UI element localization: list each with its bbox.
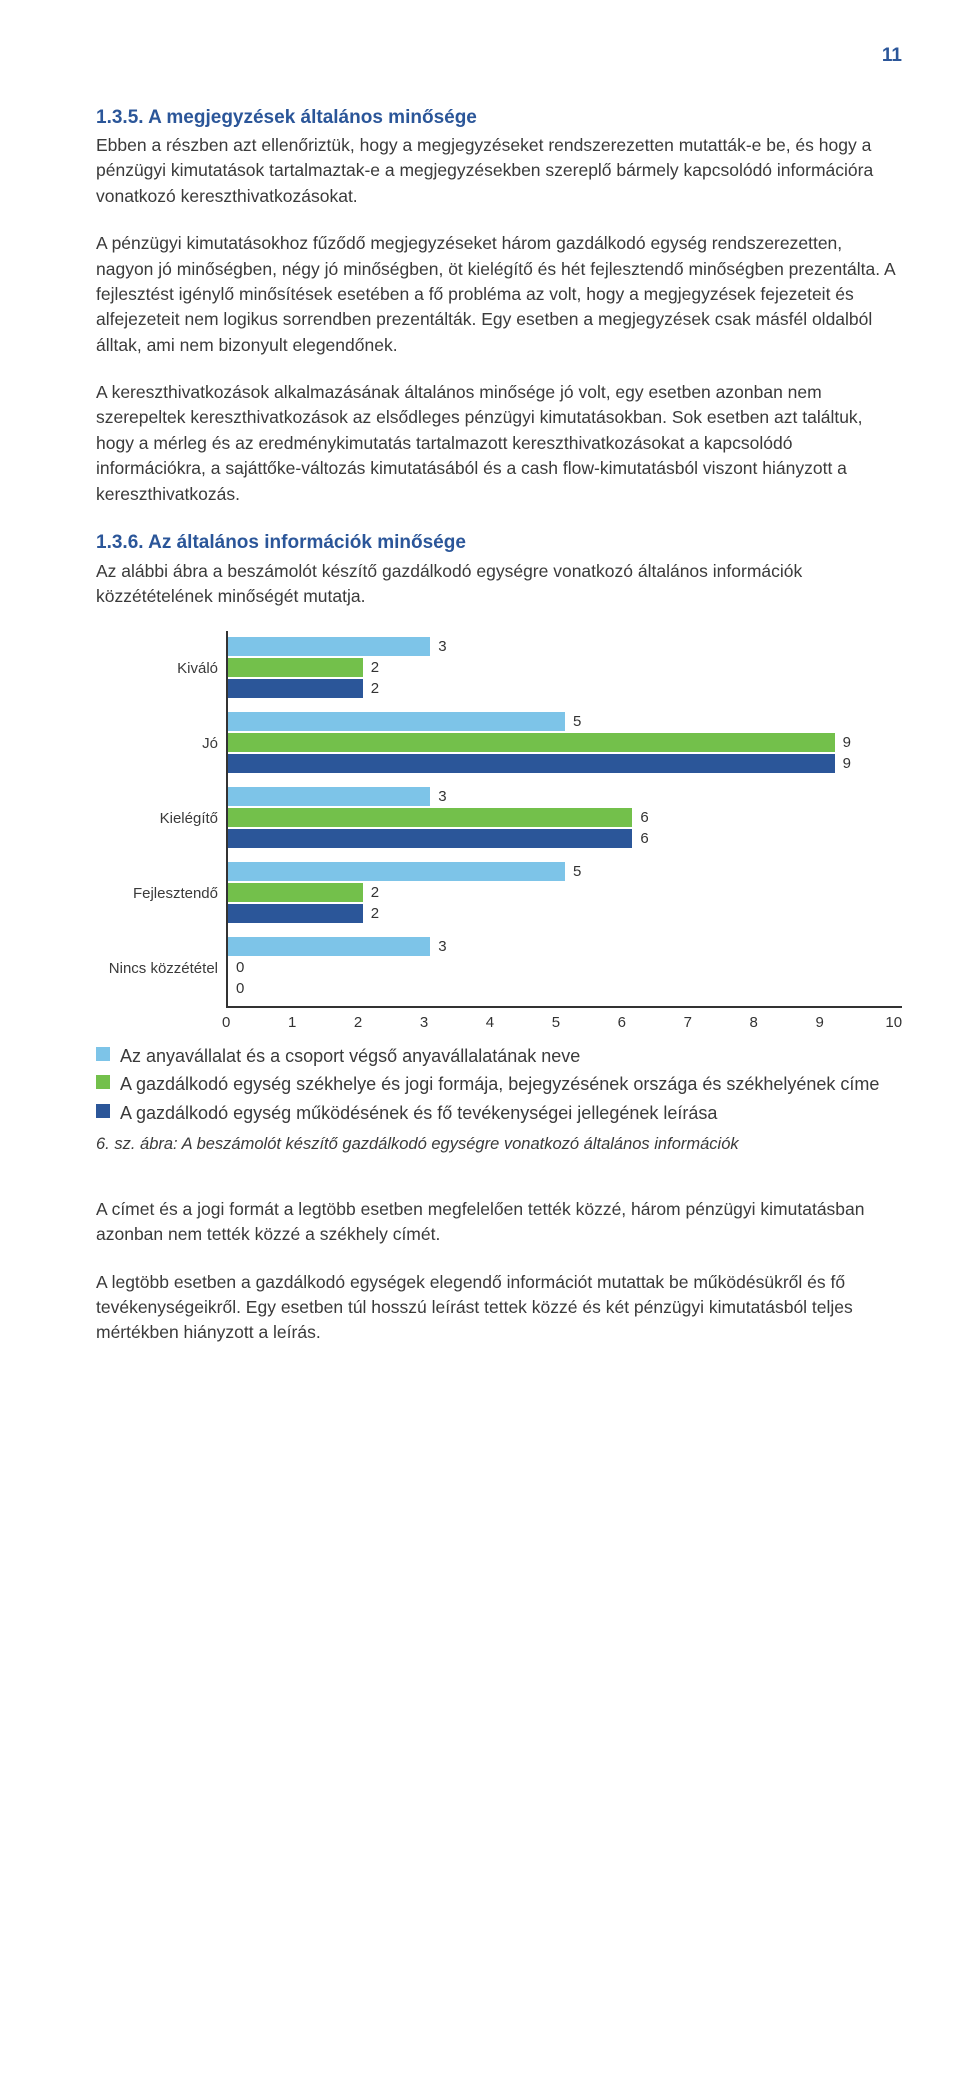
chart-value-label: 2 xyxy=(363,679,379,698)
chart-x-tick: 2 xyxy=(354,1012,420,1034)
chart-bar: 6 xyxy=(228,829,902,848)
paragraph: A pénzügyi kimutatásokhoz fűződő megjegy… xyxy=(96,231,902,358)
chart-x-tick: 1 xyxy=(288,1012,354,1034)
chart-x-axis: 012345678910 xyxy=(226,1006,902,1034)
chart-bar: 0 xyxy=(228,958,902,977)
chart-y-label: Kielégítő xyxy=(96,781,226,856)
chart-bar: 2 xyxy=(228,904,902,923)
chart-y-label: Nincs közzététel xyxy=(96,931,226,1006)
chart-bar: 0 xyxy=(228,979,902,998)
chart-bar: 2 xyxy=(228,679,902,698)
chart-value-label: 5 xyxy=(565,862,581,881)
chart-plot-area: 3 0 0 xyxy=(226,931,902,1006)
legend-label: A gazdálkodó egység működésének és fő te… xyxy=(120,1101,717,1125)
chart-plot-area: 3 2 2 xyxy=(226,631,902,706)
chart-bar: 2 xyxy=(228,883,902,902)
chart-y-label: Fejlesztendő xyxy=(96,856,226,931)
chart-y-label: Kiváló xyxy=(96,631,226,706)
chart-value-label: 0 xyxy=(228,958,244,977)
chart-value-label: 3 xyxy=(430,937,446,956)
chart-plot-area: 5 9 9 xyxy=(226,706,902,781)
chart-category-row: Fejlesztendő 5 2 2 xyxy=(96,856,902,931)
chart-value-label: 6 xyxy=(632,808,648,827)
chart-legend: Az anyavállalat és a csoport végső anyav… xyxy=(96,1044,902,1125)
legend-swatch-icon xyxy=(96,1104,110,1118)
chart-x-tick: 7 xyxy=(684,1012,750,1034)
chart-x-tick: 5 xyxy=(552,1012,618,1034)
legend-label: Az anyavállalat és a csoport végső anyav… xyxy=(120,1044,580,1068)
document-page: 11 1.3.5. A megjegyzések általános minős… xyxy=(0,0,960,1418)
chart-value-label: 5 xyxy=(565,712,581,731)
legend-item: A gazdálkodó egység működésének és fő te… xyxy=(96,1101,902,1125)
section-heading-135: 1.3.5. A megjegyzések általános minősége xyxy=(96,104,902,132)
chart-bar: 3 xyxy=(228,787,902,806)
chart-value-label: 2 xyxy=(363,904,379,923)
chart-x-tick: 8 xyxy=(750,1012,816,1034)
chart-bar: 3 xyxy=(228,937,902,956)
chart-x-tick: 0 xyxy=(222,1012,288,1034)
legend-item: Az anyavállalat és a csoport végső anyav… xyxy=(96,1044,902,1068)
paragraph: Az alábbi ábra a beszámolót készítő gazd… xyxy=(96,559,902,610)
chart-bar: 5 xyxy=(228,712,902,731)
chart-value-label: 9 xyxy=(835,754,851,773)
chart-category-row: Jó 5 9 9 xyxy=(96,706,902,781)
paragraph: A kereszthivatkozások alkalmazásának ált… xyxy=(96,380,902,507)
chart-y-label: Jó xyxy=(96,706,226,781)
chart-value-label: 9 xyxy=(835,733,851,752)
chart-bar: 3 xyxy=(228,637,902,656)
figure-caption: 6. sz. ábra: A beszámolót készítő gazdál… xyxy=(96,1133,902,1157)
page-number: 11 xyxy=(96,42,902,70)
legend-swatch-icon xyxy=(96,1047,110,1061)
chart-plot-area: 5 2 2 xyxy=(226,856,902,931)
chart-bar: 2 xyxy=(228,658,902,677)
chart-value-label: 6 xyxy=(632,829,648,848)
paragraph: A címet és a jogi formát a legtöbb esetb… xyxy=(96,1197,902,1248)
chart-plot-area: 3 6 6 xyxy=(226,781,902,856)
chart-x-tick: 3 xyxy=(420,1012,486,1034)
bar-chart: Kiváló322Jó599Kielégítő366Fejlesztendő52… xyxy=(96,631,902,1034)
chart-category-row: Kiváló 3 2 2 xyxy=(96,631,902,706)
chart-bar: 6 xyxy=(228,808,902,827)
chart-x-tick: 6 xyxy=(618,1012,684,1034)
chart-x-tick: 4 xyxy=(486,1012,552,1034)
chart-value-label: 3 xyxy=(430,637,446,656)
chart-category-row: Nincs közzététel 3 0 0 xyxy=(96,931,902,1006)
chart-bar: 9 xyxy=(228,733,902,752)
section-heading-136: 1.3.6. Az általános információk minősége xyxy=(96,529,902,557)
chart-value-label: 0 xyxy=(228,979,244,998)
legend-label: A gazdálkodó egység székhelye és jogi fo… xyxy=(120,1072,879,1096)
legend-item: A gazdálkodó egység székhelye és jogi fo… xyxy=(96,1072,902,1096)
chart-bar: 9 xyxy=(228,754,902,773)
chart-bar: 5 xyxy=(228,862,902,881)
chart-x-tick: 9 xyxy=(815,1012,881,1034)
legend-swatch-icon xyxy=(96,1075,110,1089)
chart-value-label: 2 xyxy=(363,883,379,902)
chart-value-label: 3 xyxy=(430,787,446,806)
paragraph: A legtöbb esetben a gazdálkodó egységek … xyxy=(96,1270,902,1346)
chart-value-label: 2 xyxy=(363,658,379,677)
chart-x-tick: 10 xyxy=(885,1012,902,1034)
chart-category-row: Kielégítő 3 6 6 xyxy=(96,781,902,856)
paragraph: Ebben a részben azt ellenőriztük, hogy a… xyxy=(96,133,902,209)
